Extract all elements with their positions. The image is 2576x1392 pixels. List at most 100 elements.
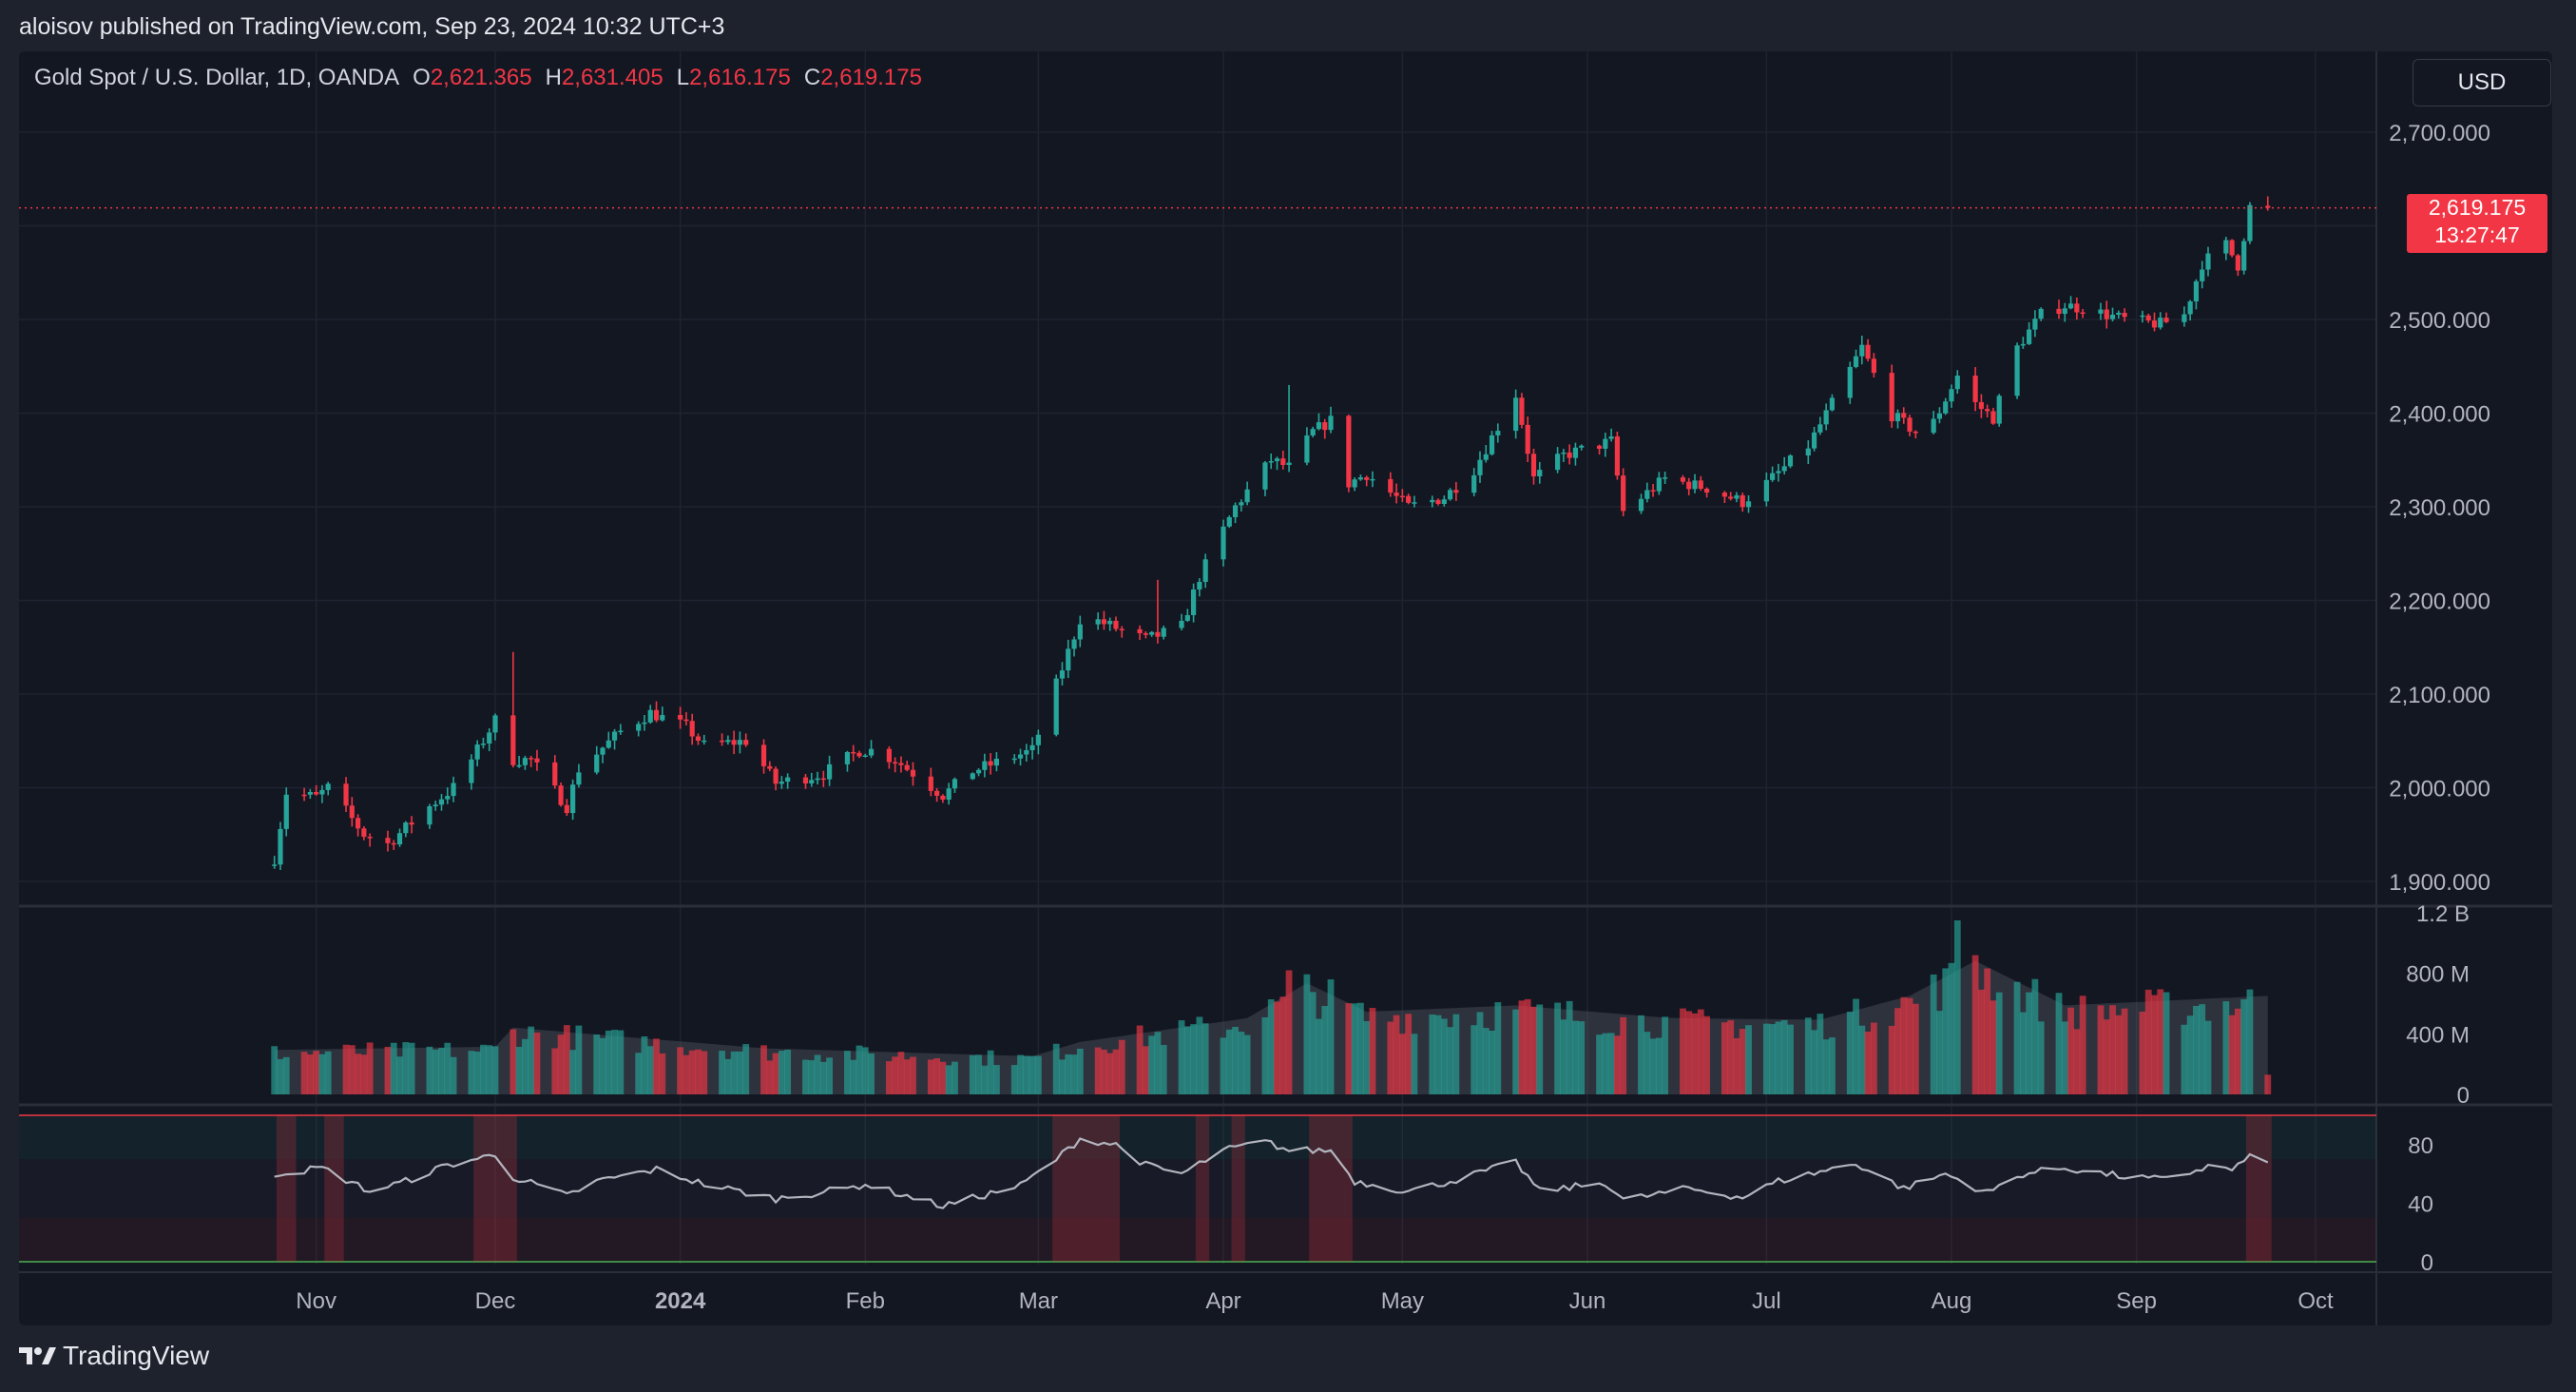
volume-bar bbox=[1440, 1018, 1448, 1094]
volume-bar bbox=[1154, 1032, 1162, 1094]
candle-body bbox=[1686, 481, 1692, 490]
candle-body bbox=[743, 740, 749, 745]
volume-bar bbox=[396, 1056, 403, 1094]
volume-tick-label: 1.2 B bbox=[2416, 901, 2470, 927]
volume-bar bbox=[1894, 1008, 1901, 1094]
candle-body bbox=[1029, 744, 1035, 750]
rsi-highlight bbox=[1195, 1115, 1210, 1262]
candle-body bbox=[1143, 632, 1148, 635]
volume-bar bbox=[1853, 998, 1859, 1094]
volume-bar bbox=[1142, 1046, 1149, 1094]
candle-body bbox=[1280, 458, 1286, 465]
volume-bar bbox=[2019, 1012, 2027, 1094]
volume-bar bbox=[1279, 996, 1287, 1094]
candle-body bbox=[1107, 620, 1113, 625]
volume-bar bbox=[760, 1045, 767, 1094]
candle-body bbox=[1286, 462, 1292, 465]
candle-body bbox=[773, 768, 779, 784]
time-tick-label: Feb bbox=[846, 1288, 885, 1314]
candle-body bbox=[1244, 489, 1250, 503]
volume-bar bbox=[2151, 995, 2158, 1094]
currency-button[interactable]: USD bbox=[2413, 59, 2551, 106]
candle-body bbox=[2187, 300, 2193, 315]
candle-body bbox=[1954, 376, 1960, 390]
rsi-line bbox=[274, 1137, 2269, 1209]
candle-body bbox=[1901, 413, 1907, 418]
volume-bar bbox=[1644, 1032, 1651, 1094]
candle-body bbox=[1530, 454, 1537, 476]
candle-body bbox=[1184, 614, 1190, 621]
volume-bar bbox=[1028, 1055, 1036, 1094]
volume-bar bbox=[844, 1051, 851, 1094]
volume-bar bbox=[1316, 1018, 1322, 1094]
volume-bar bbox=[2055, 993, 2063, 1094]
candle-body bbox=[1644, 490, 1650, 499]
volume-bar bbox=[1888, 1025, 1895, 1094]
candle-body bbox=[1763, 479, 1769, 502]
candle-body bbox=[1137, 628, 1143, 633]
volume-bar bbox=[1846, 1012, 1854, 1094]
candle-body bbox=[391, 842, 396, 845]
volume-bar bbox=[521, 1038, 529, 1094]
volume-bar bbox=[724, 1058, 732, 1094]
candle-body bbox=[529, 758, 534, 760]
time-tick-label: 2024 bbox=[655, 1288, 706, 1314]
volume-bar bbox=[1554, 1002, 1562, 1094]
candle-body bbox=[564, 804, 569, 814]
candle-body bbox=[928, 776, 933, 791]
volume-bar bbox=[945, 1065, 952, 1094]
candle-body bbox=[1811, 432, 1817, 449]
volume-bar bbox=[1995, 992, 2003, 1094]
volume-bar bbox=[1948, 962, 1955, 1094]
volume-bar bbox=[2222, 1001, 2230, 1094]
candle-body bbox=[510, 715, 516, 765]
volume-bar bbox=[1434, 1015, 1442, 1094]
volume-bar bbox=[313, 1051, 320, 1094]
volume-bar bbox=[282, 1056, 290, 1094]
candle-body bbox=[642, 722, 647, 725]
footer-brand[interactable]: TradingView bbox=[19, 1341, 209, 1371]
candle-body bbox=[2140, 315, 2145, 318]
candle-body bbox=[1101, 619, 1107, 625]
candle-body bbox=[1155, 631, 1161, 637]
volume-bar bbox=[635, 1053, 643, 1094]
volume-bar bbox=[1094, 1047, 1102, 1094]
candle-body bbox=[1728, 496, 1734, 499]
volume-bar bbox=[1655, 1037, 1663, 1094]
volume-bar bbox=[432, 1049, 439, 1094]
published-text: aloisov published on TradingView.com, Se… bbox=[19, 13, 725, 40]
candle-body bbox=[2200, 269, 2205, 281]
volume-bar bbox=[993, 1065, 1000, 1094]
volume-bar bbox=[952, 1061, 958, 1094]
candle-body bbox=[516, 764, 522, 767]
volume-bar bbox=[2157, 989, 2164, 1094]
time-tick-label: Apr bbox=[1205, 1288, 1240, 1314]
volume-bar bbox=[1680, 1008, 1686, 1094]
candle-body bbox=[683, 719, 689, 722]
volume-bar bbox=[1804, 1017, 1812, 1094]
candle-body bbox=[1412, 502, 1417, 504]
candle-body bbox=[660, 715, 665, 721]
candle-body bbox=[278, 828, 283, 865]
volume-bar bbox=[2234, 1008, 2241, 1094]
candle-body bbox=[1650, 490, 1656, 492]
volume-bar bbox=[1196, 1016, 1203, 1094]
volume-bar bbox=[468, 1051, 475, 1094]
volume-bar bbox=[1010, 1065, 1018, 1094]
volume-bar bbox=[1261, 1016, 1269, 1094]
volume-bar bbox=[1524, 998, 1531, 1094]
volume-bar bbox=[1059, 1059, 1066, 1094]
rsi-tick-label: 80 bbox=[2408, 1133, 2433, 1159]
volume-bar bbox=[868, 1053, 875, 1094]
chart-pane[interactable] bbox=[19, 51, 2552, 1325]
volume-bar bbox=[903, 1059, 911, 1094]
candle-body bbox=[611, 731, 618, 741]
candle-body bbox=[1603, 438, 1608, 449]
candle-body bbox=[1703, 488, 1710, 493]
candle-body bbox=[1829, 397, 1836, 411]
candle-body bbox=[1740, 494, 1745, 508]
candle-body bbox=[689, 721, 695, 737]
candle-body bbox=[2074, 303, 2080, 313]
candle-body bbox=[2182, 314, 2187, 322]
